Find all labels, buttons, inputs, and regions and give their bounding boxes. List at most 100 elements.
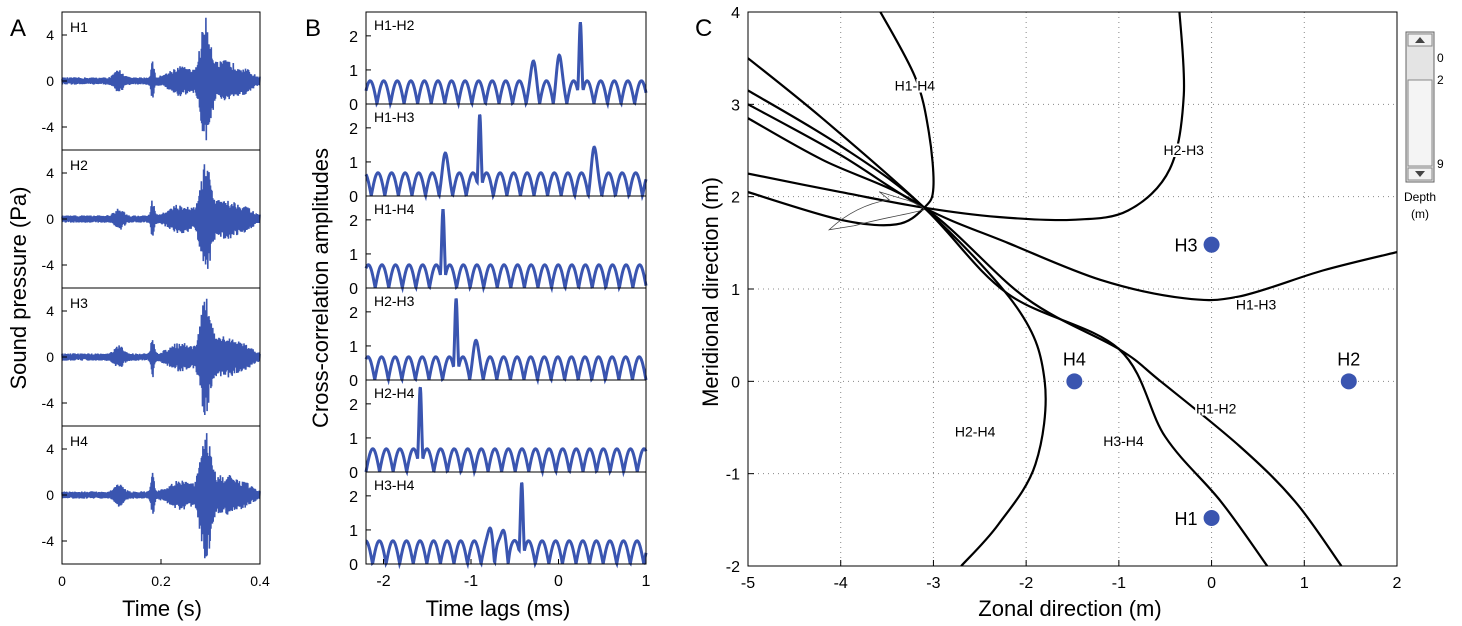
- hydrophone-marker: [1203, 236, 1220, 253]
- crosscorr-trace: [364, 114, 648, 202]
- panel-b-xlabel: Time lags (ms): [426, 596, 571, 621]
- x-tick-label: 0: [58, 573, 66, 589]
- series-label: H2: [70, 157, 88, 173]
- panel-letter-b: B: [305, 15, 321, 42]
- crosscorr-subplot: 0 1 2 H1-H2: [349, 11, 648, 114]
- y-tick-label: 4: [46, 27, 54, 43]
- depth-title-line1: Depth: [1404, 190, 1436, 204]
- waveform-subplot: 4 0 -4 H4 0 0.2 0.4: [42, 425, 270, 589]
- y-tick-label: -2: [726, 559, 740, 576]
- y-tick-label: 2: [349, 305, 358, 322]
- hyperbola-label: H3-H4: [1103, 433, 1144, 449]
- panel-c-ylabel: Meridional direction (m): [698, 177, 723, 407]
- hydrophone-marker: [1340, 373, 1357, 390]
- waveform-trace: [61, 433, 261, 559]
- hyperbola-curve: [748, 12, 1186, 222]
- y-tick-label: 0: [46, 211, 54, 227]
- y-tick-label: 0: [349, 281, 358, 298]
- chevron-down-icon: [1415, 171, 1425, 177]
- hyperbola-label: H2-H4: [955, 424, 996, 440]
- series-label: H2-H4: [374, 385, 415, 401]
- panel-c-xlabel: Zonal direction (m): [978, 596, 1161, 621]
- dolphin-icon: [827, 191, 925, 231]
- hydrophone-marker: [1066, 373, 1083, 390]
- y-tick-label: 0: [349, 465, 358, 482]
- y-tick-label: 4: [46, 441, 54, 457]
- chevron-up-icon: [1415, 37, 1425, 43]
- series-label: H1-H4: [374, 201, 415, 217]
- hydrophone-marker: [1203, 509, 1220, 526]
- hyperbola-curve: [748, 89, 1047, 566]
- series-label: H4: [70, 433, 88, 449]
- series-label: H3: [70, 295, 88, 311]
- x-tick-label: -1: [464, 573, 478, 590]
- y-tick-label: 2: [731, 190, 740, 207]
- panel-a-waveforms: 4 0 -4 H1 4 0 -4 H2 4 0 -4 H3 4 0 -4 H4 0 0.2 0.4: [42, 11, 270, 589]
- x-tick-label: -3: [926, 575, 940, 592]
- y-tick-label: 0: [349, 373, 358, 390]
- crosscorr-trace: [364, 386, 648, 478]
- crosscorr-trace: [364, 298, 648, 386]
- y-tick-label: 1: [349, 247, 358, 264]
- hydrophone-label: H3: [1175, 236, 1198, 256]
- crosscorr-trace: [365, 482, 648, 570]
- y-tick-label: 0: [349, 97, 358, 114]
- panel-b-ylabel: Cross-correlation amplitudes: [308, 148, 333, 428]
- x-tick-label: 0: [554, 573, 563, 590]
- x-tick-label: -1: [1112, 575, 1126, 592]
- series-label: H3-H4: [374, 477, 415, 493]
- y-tick-label: 2: [349, 29, 358, 46]
- y-tick-label: 2: [349, 213, 358, 230]
- y-tick-label: 1: [349, 63, 358, 80]
- x-tick-label: -2: [1019, 575, 1033, 592]
- series-label: H1-H3: [374, 109, 415, 125]
- y-tick-label: 1: [349, 155, 358, 172]
- y-tick-label: 2: [349, 397, 358, 414]
- x-tick-label: -4: [834, 575, 848, 592]
- depth-label-mid: 2: [1437, 73, 1444, 87]
- hydrophone-label: H4: [1063, 349, 1086, 369]
- depth-label-bottom: 9: [1437, 157, 1444, 171]
- y-tick-label: 1: [349, 339, 358, 356]
- y-tick-label: 0: [46, 487, 54, 503]
- crosscorr-subplot: 0 1 2 H1-H4: [349, 195, 648, 298]
- crosscorr-subplot: 0 1 2 H1-H3: [349, 103, 648, 206]
- x-tick-label: 1: [1300, 575, 1309, 592]
- series-label: H2-H3: [374, 293, 415, 309]
- y-tick-label: 0: [349, 189, 358, 206]
- panel-a-xlabel: Time (s): [122, 596, 202, 621]
- y-tick-label: -4: [42, 533, 55, 549]
- panel-b-crosscorrelations: 0 1 2 H1-H2 0 1 2 H1-H3 0 1 2 H1-H4 0 1 2 H2-H3 0 1 2 H2-H4…: [349, 11, 651, 590]
- series-label: H1: [70, 19, 88, 35]
- x-tick-label: 0: [1207, 575, 1216, 592]
- depth-title-line2: (m): [1411, 207, 1429, 221]
- y-tick-label: 0: [46, 73, 54, 89]
- hyperbola-label: H1-H4: [895, 77, 936, 93]
- depth-slider-thumb[interactable]: [1407, 79, 1433, 167]
- y-tick-label: 1: [349, 431, 358, 448]
- panel-a-ylabel: Sound pressure (Pa): [6, 187, 31, 390]
- waveform-subplot: 4 0 -4 H1: [42, 11, 261, 151]
- x-tick-label: -5: [741, 575, 755, 592]
- hyperbola-curve: [748, 57, 1269, 566]
- panel-letter-a: A: [10, 15, 26, 42]
- y-tick-label: -4: [42, 119, 55, 135]
- crosscorr-subplot: 0 1 2 H2-H4: [349, 379, 648, 482]
- depth-scale: 0 2 9 Depth (m): [1404, 31, 1444, 221]
- panel-c-frame: [747, 11, 1398, 567]
- panel-letter-c: C: [695, 15, 712, 42]
- hyperbola-curve: [748, 103, 1397, 302]
- x-tick-label: -2: [376, 573, 390, 590]
- hydrophone-label: H1: [1175, 509, 1198, 529]
- x-tick-label: 0.4: [250, 573, 270, 589]
- y-tick-label: 2: [349, 489, 358, 506]
- waveform-trace: [61, 17, 261, 141]
- series-label: H1-H2: [374, 17, 415, 33]
- hyperbola-curve: [748, 117, 1343, 566]
- hyperbola-curves: [748, 12, 1397, 566]
- hyperbola-label: H2-H3: [1164, 142, 1205, 158]
- subplot-frame: [365, 471, 647, 565]
- y-tick-label: -1: [726, 467, 740, 484]
- y-tick-label: -4: [42, 257, 55, 273]
